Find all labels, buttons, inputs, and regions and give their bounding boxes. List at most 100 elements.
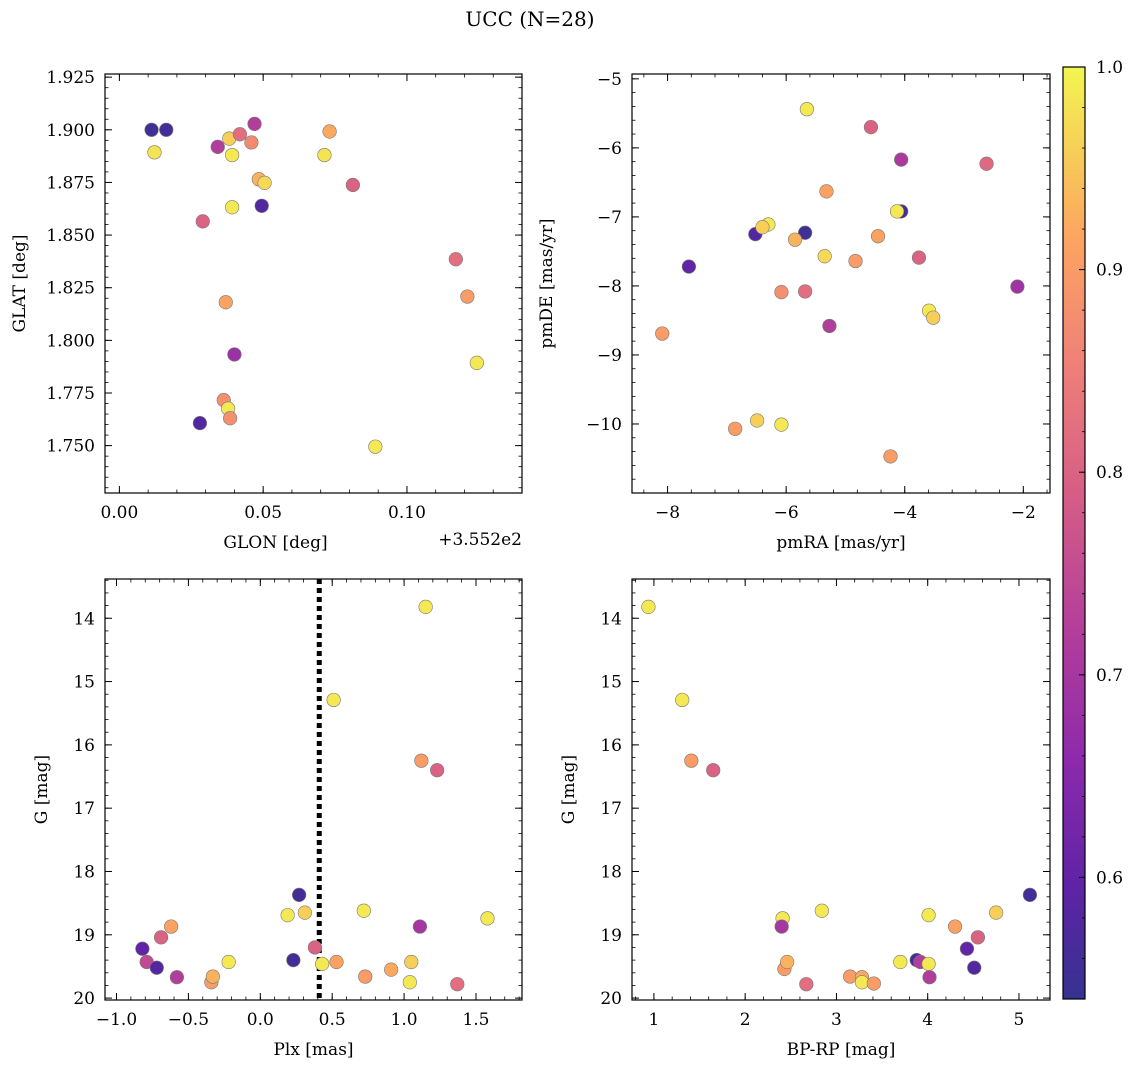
colorbar-tick-label: 0.9 bbox=[1096, 261, 1123, 281]
data-point bbox=[655, 326, 670, 341]
panel-pm: −8 −6 −4 −2 −10 −9 −8 −7 −6 −5 pmRA [mas/yr] pmDE [… bbox=[537, 70, 1051, 553]
colorbar-gradient bbox=[1062, 66, 1086, 1000]
x-tick-label: 1 bbox=[648, 1010, 659, 1030]
x-axis-label: pmRA [mas/yr] bbox=[776, 533, 905, 553]
data-point bbox=[959, 941, 975, 956]
y-tick-label: −9 bbox=[597, 346, 622, 366]
data-point bbox=[684, 753, 699, 768]
data-point bbox=[681, 259, 697, 274]
x-axis-label: GLON [deg] bbox=[223, 533, 327, 553]
y-tick-label: −6 bbox=[597, 139, 622, 159]
data-point bbox=[814, 903, 829, 918]
panel-cmd: 1 2 3 4 5 14 15 16 17 18 19 20 BP-RP [mag] G [mag] bbox=[559, 578, 1051, 1060]
data-point bbox=[787, 232, 803, 247]
y-axis-label: GLAT [deg] bbox=[10, 234, 30, 332]
y-tick-label: 18 bbox=[600, 862, 622, 882]
x-tick-label: 2 bbox=[740, 1010, 751, 1030]
data-point bbox=[232, 127, 247, 142]
data-point bbox=[356, 903, 371, 918]
data-point bbox=[414, 753, 429, 768]
data-point bbox=[307, 940, 323, 955]
data-point bbox=[247, 116, 262, 132]
data-point bbox=[848, 253, 863, 269]
data-point bbox=[384, 962, 399, 977]
panel-glon-glat: 0.00 0.05 0.10 1.750 1.775 1.800 1.825 1.850 1.8… bbox=[10, 68, 523, 553]
data-point bbox=[144, 122, 159, 137]
y-tick-label: 1.850 bbox=[46, 226, 95, 246]
x-tick-label: 5 bbox=[1014, 1010, 1025, 1030]
data-point bbox=[430, 763, 445, 778]
data-point bbox=[979, 156, 994, 171]
colorbar-tick-label: 0.7 bbox=[1096, 666, 1123, 686]
data-point bbox=[870, 229, 886, 244]
x-tick-label: −8 bbox=[655, 503, 680, 523]
x-tick-label: 1.0 bbox=[391, 1010, 418, 1030]
data-point bbox=[147, 145, 162, 160]
x-tick-label: −1.0 bbox=[96, 1010, 137, 1030]
data-point bbox=[889, 204, 905, 219]
data-point bbox=[799, 977, 814, 992]
data-point bbox=[755, 220, 770, 235]
y-axis-label: pmDE [mas/yr] bbox=[537, 218, 557, 348]
data-point bbox=[798, 284, 813, 299]
data-point bbox=[921, 956, 936, 972]
x-tick-label: 0.0 bbox=[247, 1010, 274, 1030]
x-tick-label: 3 bbox=[831, 1010, 842, 1030]
data-point bbox=[947, 919, 963, 934]
y-tick-label: 16 bbox=[73, 736, 95, 756]
data-point bbox=[822, 318, 837, 334]
y-tick-label: 1.900 bbox=[46, 121, 95, 141]
data-point bbox=[244, 135, 259, 150]
x-tick-label: −6 bbox=[774, 503, 799, 523]
data-point bbox=[368, 439, 383, 454]
data-point bbox=[418, 599, 433, 614]
data-point bbox=[315, 956, 330, 972]
x-tick-label: 0.10 bbox=[388, 503, 426, 523]
data-point bbox=[774, 417, 789, 432]
data-point bbox=[159, 122, 174, 137]
data-point bbox=[402, 975, 417, 990]
data-point bbox=[149, 960, 164, 975]
colorbar-tick-label: 0.6 bbox=[1096, 868, 1123, 888]
data-point bbox=[297, 905, 312, 920]
data-point bbox=[292, 887, 307, 903]
x-tick-label: 0.5 bbox=[319, 1010, 346, 1030]
y-tick-label: −10 bbox=[586, 415, 622, 435]
data-point bbox=[169, 970, 184, 985]
y-tick-label: 17 bbox=[600, 799, 622, 819]
data-point bbox=[706, 763, 721, 778]
data-point bbox=[280, 908, 295, 923]
y-tick-label: 14 bbox=[73, 609, 95, 629]
data-point bbox=[893, 954, 908, 970]
y-tick-label: 15 bbox=[73, 673, 95, 693]
y-tick-label: 19 bbox=[73, 926, 95, 946]
data-point bbox=[225, 200, 240, 215]
y-tick-label: 18 bbox=[73, 862, 95, 882]
data-point bbox=[227, 347, 242, 362]
data-point bbox=[254, 198, 269, 213]
colorbar: 0.6 0.7 0.8 0.9 1.0 bbox=[1062, 58, 1123, 1000]
data-point bbox=[819, 184, 834, 199]
data-point bbox=[926, 310, 941, 325]
data-point bbox=[911, 250, 927, 265]
data-point bbox=[210, 139, 225, 154]
axes-frame bbox=[631, 578, 1051, 1001]
x-tick-label: −4 bbox=[892, 503, 917, 523]
data-point bbox=[329, 954, 344, 970]
axes-frame bbox=[104, 578, 523, 1001]
figure-title: UCC (N=28) bbox=[465, 7, 594, 31]
data-point bbox=[480, 911, 495, 926]
data-point bbox=[866, 976, 881, 991]
y-tick-label: 16 bbox=[600, 736, 622, 756]
y-tick-label: −5 bbox=[597, 70, 622, 90]
y-tick-label: −8 bbox=[597, 277, 622, 297]
data-point bbox=[817, 249, 832, 264]
x-tick-label: 0.00 bbox=[100, 503, 138, 523]
data-point bbox=[854, 975, 870, 990]
data-point bbox=[257, 175, 272, 190]
x-tick-label: 4 bbox=[922, 1010, 933, 1030]
data-point bbox=[843, 969, 858, 984]
data-point bbox=[153, 930, 169, 945]
data-point bbox=[225, 147, 240, 163]
